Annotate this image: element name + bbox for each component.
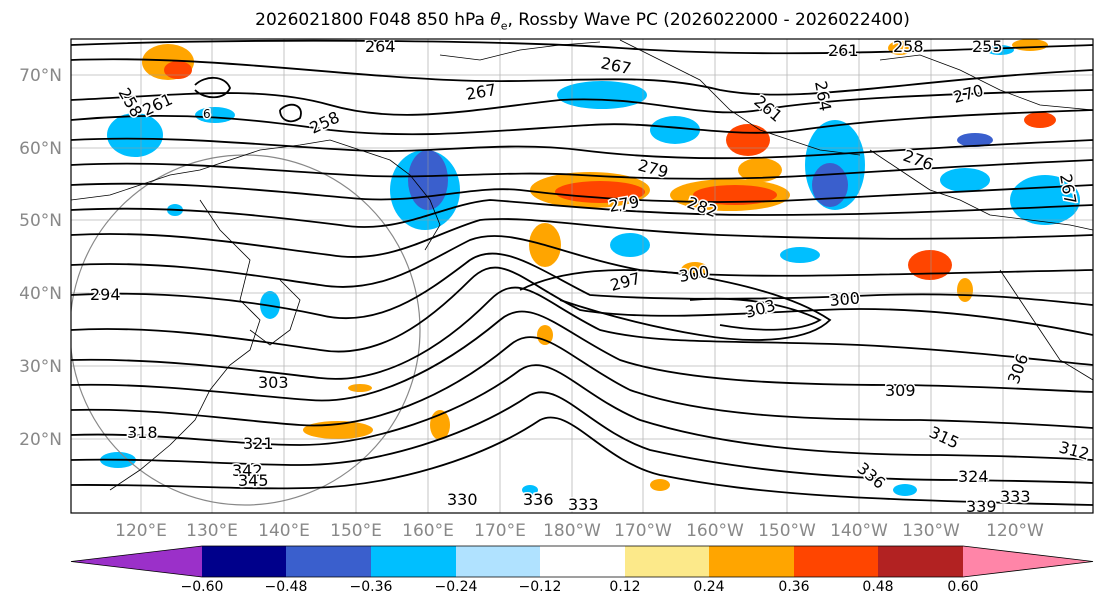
colorbar-outline bbox=[70, 545, 1094, 578]
colorbar-segment bbox=[625, 546, 709, 577]
contour-label: 267 bbox=[464, 80, 497, 104]
contour-label: 258 bbox=[893, 37, 924, 56]
graticule-lines bbox=[71, 39, 1093, 513]
colorbar-tick-labels: −0.60 −0.48 −0.36 −0.24 −0.12 0.12 0.24 … bbox=[181, 579, 979, 595]
map-frame bbox=[70, 38, 1094, 514]
contour-label: 261 bbox=[828, 41, 859, 60]
colorbar-tick: 0.48 bbox=[862, 579, 893, 595]
contour-label: 264 bbox=[365, 37, 396, 56]
lat-label: 50°N bbox=[19, 211, 62, 231]
contour-label: 303 bbox=[743, 296, 777, 322]
theta-subscript: e bbox=[500, 19, 508, 33]
colorbar-segment bbox=[878, 546, 963, 577]
colorbar-tick: 0.24 bbox=[693, 579, 724, 595]
contour-label: 333 bbox=[568, 495, 599, 514]
theta-symbol: θ bbox=[490, 10, 501, 30]
lon-label: 180°W bbox=[543, 521, 601, 541]
colorbar-extend-high bbox=[963, 546, 1093, 577]
lon-label: 120°W bbox=[986, 521, 1044, 541]
contour-label: 294 bbox=[90, 285, 121, 304]
contour-label: 312 bbox=[1057, 438, 1091, 464]
contour-label: 279 bbox=[607, 192, 640, 216]
theta-e-contours bbox=[71, 39, 1093, 506]
contour-label: 309 bbox=[885, 381, 916, 400]
lat-label: 40°N bbox=[19, 284, 62, 304]
contour-label: 261 bbox=[750, 92, 786, 126]
lat-label: 70°N bbox=[19, 66, 62, 86]
lon-label: 160°E bbox=[402, 521, 454, 541]
contour-label: 258 bbox=[307, 107, 343, 137]
lon-label: 130°E bbox=[186, 521, 238, 541]
colorbar-segment bbox=[456, 546, 540, 577]
contour-label: 321 bbox=[243, 434, 274, 453]
colorbar-segment bbox=[540, 546, 625, 577]
longitude-labels: 120°E 130°E 140°E 150°E 160°E 170°E 180°… bbox=[115, 521, 1044, 541]
contour-label: 333 bbox=[1000, 487, 1031, 506]
lon-label: 150°E bbox=[330, 521, 382, 541]
coastlines bbox=[71, 39, 1093, 491]
colorbar-segment bbox=[286, 546, 371, 577]
map-plot-area bbox=[71, 39, 1093, 513]
contour-label: 342 bbox=[232, 461, 263, 480]
colorbar-tick: −0.12 bbox=[519, 579, 562, 595]
colorbar-segment bbox=[371, 546, 456, 577]
contour-label: 6 bbox=[203, 107, 211, 121]
contour-label: 300 bbox=[829, 288, 861, 310]
contour-label: 330 bbox=[447, 490, 478, 509]
colorbar-tick: −0.36 bbox=[350, 579, 393, 595]
colorbar-tick: 0.60 bbox=[947, 579, 978, 595]
contour-label: 324 bbox=[958, 467, 989, 486]
colorbar-segment bbox=[202, 546, 286, 577]
lat-label: 30°N bbox=[19, 357, 62, 377]
lat-label: 20°N bbox=[19, 430, 62, 450]
title-prefix: 2026021800 F048 850 hPa bbox=[255, 10, 491, 30]
contour-label: 315 bbox=[926, 422, 962, 452]
colorbar-tick: 0.12 bbox=[609, 579, 640, 595]
contour-label: 303 bbox=[258, 373, 289, 392]
lat-label: 60°N bbox=[19, 139, 62, 159]
contour-label: 300 bbox=[677, 262, 710, 286]
lon-label: 120°E bbox=[115, 521, 167, 541]
contour-label: 297 bbox=[608, 269, 642, 295]
colorbar-segment bbox=[794, 546, 878, 577]
lon-label: 170°W bbox=[614, 521, 672, 541]
colorbar-tick: 0.36 bbox=[778, 579, 809, 595]
lon-label: 140°W bbox=[830, 521, 888, 541]
lon-label: 150°W bbox=[758, 521, 816, 541]
lon-label: 140°E bbox=[258, 521, 310, 541]
lon-label: 130°W bbox=[902, 521, 960, 541]
contour-label: 318 bbox=[127, 423, 158, 442]
latitude-labels: 70°N 60°N 50°N 40°N 30°N 20°N bbox=[19, 66, 62, 450]
colorbar-tick: −0.24 bbox=[435, 579, 478, 595]
colorbar-tick: −0.60 bbox=[181, 579, 224, 595]
contour-label: 339 bbox=[966, 497, 997, 516]
contour-label: 270 bbox=[951, 81, 985, 107]
contour-label: 267 bbox=[599, 53, 633, 78]
colorbar-segment bbox=[709, 546, 794, 577]
title-suffix: , Rossby Wave PC (2026022000 - 202602240… bbox=[507, 10, 910, 30]
contour-label: 255 bbox=[972, 37, 1003, 56]
contour-label: 336 bbox=[523, 490, 554, 509]
lon-label: 160°W bbox=[686, 521, 744, 541]
map-title: 2026021800 F048 850 hPa θe, Rossby Wave … bbox=[0, 10, 1105, 32]
lon-label: 170°E bbox=[474, 521, 526, 541]
colorbar-extend-low bbox=[71, 546, 202, 577]
contour-label: 264 bbox=[811, 79, 835, 112]
colorbar-tick: −0.48 bbox=[265, 579, 308, 595]
contour-label: 345 bbox=[238, 471, 269, 490]
colorbar bbox=[70, 545, 1094, 578]
